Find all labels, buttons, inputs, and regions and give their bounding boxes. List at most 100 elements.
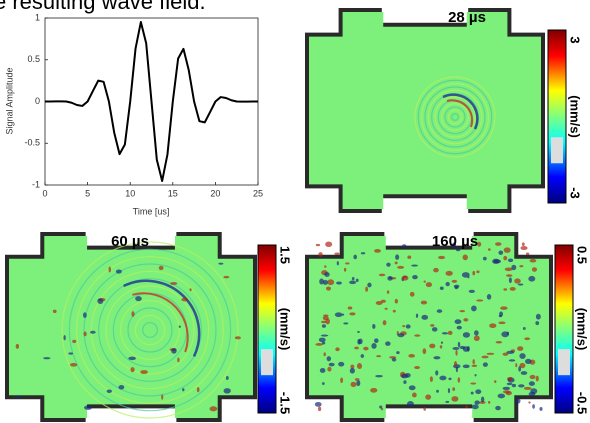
colorbar-min: -0.5 bbox=[575, 392, 590, 414]
wave-speckle bbox=[316, 244, 320, 246]
wave-speckle bbox=[70, 363, 77, 367]
wave-speckle bbox=[353, 255, 357, 260]
wave-speckle bbox=[498, 322, 505, 325]
wave-speckle bbox=[483, 362, 488, 367]
wave-speckle bbox=[459, 310, 465, 312]
wave-speckle bbox=[524, 337, 530, 340]
wave-speckle bbox=[471, 392, 474, 395]
wave-speckle bbox=[361, 354, 364, 358]
colorbar bbox=[258, 245, 276, 413]
wave-speckle bbox=[84, 331, 87, 336]
wave-speckle bbox=[532, 267, 537, 272]
wave-speckle bbox=[446, 271, 453, 276]
colorbar-min: -1.5 bbox=[278, 392, 293, 414]
wave-speckle bbox=[523, 327, 526, 330]
wave-speckle bbox=[350, 368, 355, 374]
wave-speckle bbox=[379, 274, 385, 277]
wave-speckle bbox=[460, 346, 466, 349]
wave-speckle bbox=[518, 283, 524, 285]
wave-speckle bbox=[432, 327, 438, 332]
wave-speckle bbox=[508, 258, 513, 262]
wave-speckle bbox=[327, 356, 331, 361]
wave-speckle bbox=[387, 276, 393, 281]
wave-speckle bbox=[410, 292, 415, 297]
wave-speckle bbox=[374, 249, 381, 253]
wave-speckle bbox=[226, 376, 229, 380]
wave-speckle bbox=[319, 338, 326, 343]
y-tick-label: 0 bbox=[35, 96, 40, 106]
wave-speckle bbox=[469, 290, 475, 293]
wave-speckle bbox=[412, 393, 417, 398]
panel-title: 60 µs bbox=[111, 233, 149, 250]
y-tick-label: 0.5 bbox=[27, 54, 40, 64]
wave-speckle bbox=[68, 352, 73, 354]
wave-speckle bbox=[324, 265, 326, 267]
wave-speckle bbox=[210, 406, 218, 411]
wave-speckle bbox=[181, 298, 187, 302]
wave-speckle bbox=[503, 387, 511, 390]
wave-speckle bbox=[487, 294, 491, 300]
wave-speckle bbox=[235, 336, 241, 339]
wave-speckle bbox=[456, 367, 458, 372]
wave-speckle bbox=[436, 390, 439, 393]
wave-speckle bbox=[509, 277, 512, 283]
wave-speckle bbox=[503, 390, 510, 393]
wave-speckle bbox=[452, 347, 459, 350]
wave-speckle bbox=[529, 392, 536, 396]
wave-speckle bbox=[349, 312, 355, 315]
wave-speckle bbox=[442, 332, 448, 334]
wave-speckle bbox=[451, 396, 458, 402]
wave-speckle bbox=[458, 377, 461, 383]
wave-speckle bbox=[472, 271, 475, 276]
wave-speckle bbox=[423, 407, 425, 411]
wave-speckle bbox=[383, 320, 387, 325]
wave-speckle bbox=[473, 359, 475, 364]
wave-speckle bbox=[471, 305, 477, 311]
wave-speckle bbox=[90, 331, 96, 334]
wave-speckle bbox=[406, 324, 411, 328]
wave-speckle bbox=[433, 356, 440, 359]
wave-speckle bbox=[474, 330, 479, 335]
wave-speckle bbox=[401, 374, 408, 379]
plate-field bbox=[309, 12, 541, 209]
wave-speckle bbox=[407, 401, 414, 407]
wave-speckle bbox=[411, 265, 418, 267]
wave-panel: 60 µs1.5(mm/s)-1.5 bbox=[5, 232, 293, 422]
wave-speckle bbox=[454, 361, 457, 367]
wave-speckle bbox=[190, 288, 192, 291]
wave-speckle bbox=[476, 270, 479, 273]
wave-speckle bbox=[519, 353, 525, 359]
wave-speckle bbox=[494, 380, 496, 383]
wave-speckle bbox=[325, 318, 330, 324]
wave-speckle bbox=[376, 355, 381, 357]
wave-speckle bbox=[518, 384, 524, 387]
wave-speckle bbox=[356, 279, 359, 282]
wave-speckle bbox=[315, 343, 323, 346]
wave-speckle bbox=[356, 380, 360, 386]
page: e resulting wave field. Time [us] Signal… bbox=[0, 0, 590, 423]
wave-speckle bbox=[140, 370, 148, 374]
x-tick-label: 0 bbox=[42, 188, 47, 198]
wave-speckle bbox=[416, 314, 418, 318]
wave-speckle bbox=[455, 319, 462, 324]
colorbar-label-bg bbox=[551, 137, 563, 163]
wave-speckle bbox=[495, 406, 501, 410]
wave-speckle bbox=[521, 371, 528, 375]
wave-speckle bbox=[522, 242, 525, 246]
wave-speckle bbox=[525, 359, 531, 364]
wave-speckle bbox=[402, 276, 409, 281]
wave-speckle bbox=[421, 315, 428, 320]
wave-speckle bbox=[337, 261, 339, 265]
wave-speckle bbox=[429, 344, 435, 349]
wave-speckle bbox=[509, 377, 512, 381]
wave-speckle bbox=[365, 287, 368, 292]
wave-speckle bbox=[403, 380, 406, 384]
x-axis-label: Time [us] bbox=[133, 206, 170, 216]
wave-speckle bbox=[83, 312, 87, 318]
wave-speckle bbox=[336, 281, 342, 284]
wave-speckle bbox=[321, 335, 329, 337]
wave-speckle bbox=[441, 341, 443, 344]
wave-speckle bbox=[322, 257, 325, 259]
wave-speckle bbox=[463, 365, 470, 369]
wave-speckle bbox=[397, 333, 404, 337]
